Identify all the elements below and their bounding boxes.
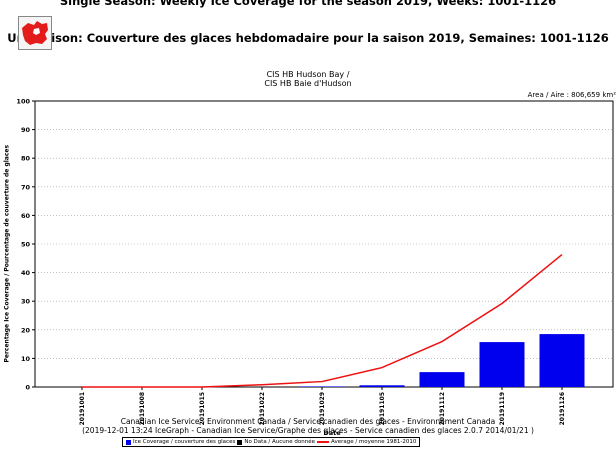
- x-axis-label: Date: [323, 429, 341, 437]
- y-tick-label: 30: [21, 298, 31, 306]
- chart-title-fr: Une saison: Couverture des glaces hebdom…: [7, 31, 609, 45]
- ice-coverage-bar: [479, 342, 525, 387]
- y-tick-label: 80: [21, 155, 31, 163]
- y-tick-label: 50: [21, 241, 31, 249]
- x-tick-label: 20191105: [379, 392, 386, 425]
- average-line: [82, 254, 563, 388]
- ice-coverage-bar: [299, 386, 345, 387]
- legend-label-average: Average / moyenne 1981-2010: [331, 439, 417, 445]
- legend-label-ice: Ice Coverage / couverture des glaces: [133, 439, 236, 445]
- footer-version: (2019-12-01 13:24 IceGraph - Canadian Ic…: [82, 426, 534, 435]
- legend: Ice Coverage / couverture des glaces No …: [122, 437, 421, 447]
- ice-coverage-bar: [419, 372, 465, 387]
- y-tick-label: 0: [25, 384, 30, 392]
- legend-label-no-data: No Data / Aucune donnée: [244, 439, 316, 445]
- chart-title-en: Single Season: Weekly Ice Coverage for t…: [59, 0, 557, 8]
- y-tick-label: 10: [21, 355, 31, 363]
- x-tick-label: 20191008: [139, 392, 146, 425]
- ice-coverage-bar: [539, 334, 585, 387]
- y-tick-label: 100: [16, 98, 30, 106]
- ice-coverage-bar: [359, 385, 405, 387]
- x-tick-label: 20191001: [79, 392, 86, 425]
- x-tick-label: 20191126: [559, 392, 566, 425]
- region-label: CIS HB Hudson Bay / CIS HB Baie d'Hudson: [0, 70, 616, 88]
- y-tick-label: 70: [21, 183, 31, 191]
- area-label: Area / Aire : 806,659 km²: [527, 91, 616, 99]
- legend-swatch-no-data: [237, 439, 243, 445]
- y-tick-label: 40: [21, 269, 31, 277]
- region-line-1: CIS HB Hudson Bay /: [266, 70, 350, 79]
- footer-credit: Canadian Ice Service - Environment Canad…: [120, 417, 496, 426]
- region-line-2: CIS HB Baie d'Hudson: [264, 79, 352, 88]
- x-tick-label: 20191112: [439, 392, 446, 425]
- legend-swatch-average: [317, 441, 330, 443]
- legend-swatch-ice: [126, 439, 131, 445]
- y-tick-label: 20: [21, 326, 31, 334]
- y-tick-label: 60: [21, 212, 31, 220]
- x-tick-label: 20191015: [199, 392, 206, 425]
- canada-map-logo-icon: [18, 16, 52, 50]
- x-tick-label: 20191022: [259, 392, 266, 425]
- x-tick-label: 20191029: [319, 392, 326, 425]
- x-tick-label: 20191119: [499, 392, 506, 425]
- y-tick-label: 90: [21, 126, 31, 134]
